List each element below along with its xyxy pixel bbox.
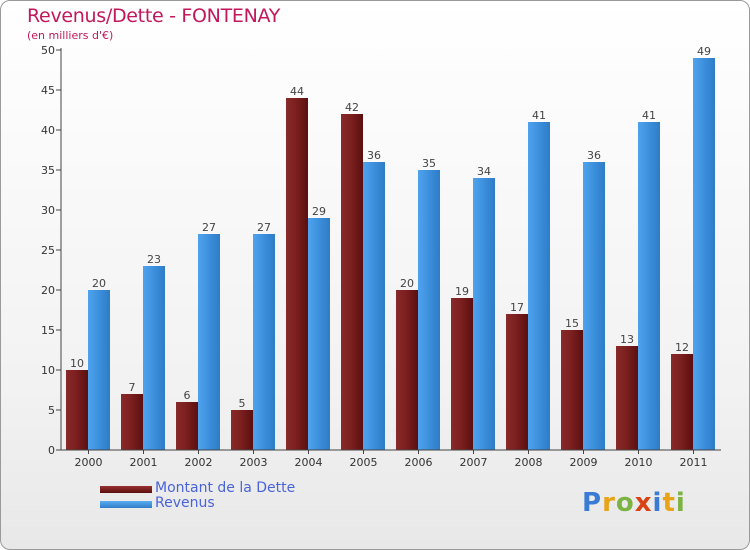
legend-swatch-dette [100,486,152,493]
y-tick-label-10: 10 [41,364,55,377]
bar-revenus-2011 [693,58,715,450]
bar-dette-2004 [286,98,308,450]
value-label-dette-2000: 10 [70,357,84,370]
y-tick-label-25: 25 [41,244,55,257]
bar-dette-2009 [561,330,583,450]
logo-letter: P [582,488,603,518]
bar-dette-2003 [231,410,253,450]
value-label-dette-2011: 12 [675,341,689,354]
legend-label-revenus: Revenus [155,495,215,511]
chart-subtitle: (en milliers d'€) [27,29,114,42]
bar-dette-2002 [176,402,198,450]
bar-revenus-2004 [308,218,330,450]
y-tick-label-45: 45 [41,84,55,97]
value-label-dette-2004: 44 [290,85,304,98]
value-label-revenus-2009: 36 [587,149,601,162]
bar-revenus-2002 [198,234,220,450]
chart-title: Revenus/Dette - FONTENAY [27,5,281,27]
value-label-revenus-2003: 27 [257,221,271,234]
value-label-revenus-2002: 27 [202,221,216,234]
bar-revenus-2000 [88,290,110,450]
legend-swatch-revenus [100,501,152,508]
value-label-dette-2001: 7 [129,381,136,394]
bar-revenus-2007 [473,178,495,450]
legend-label-dette: Montant de la Dette [155,480,296,496]
logo-letter: r [602,488,616,518]
value-label-dette-2008: 17 [510,301,524,314]
labels-group: 10 7 6 5 44 42 20 19 17 15 13 12 20 23 27 27 29 36 35 34 41 3… [41,44,711,469]
logo-letter: t [662,488,676,518]
bar-dette-2005 [341,114,363,450]
bar-dette-2006 [396,290,418,450]
bar-revenus-2001 [143,266,165,450]
y-tick-label-5: 5 [48,404,55,417]
y-tick-label-50: 50 [41,44,55,57]
bar-revenus-2008 [528,122,550,450]
value-label-revenus-2005: 36 [367,149,381,162]
value-label-revenus-2004: 29 [312,205,326,218]
value-label-revenus-2006: 35 [422,157,436,170]
bar-revenus-2005 [363,162,385,450]
value-label-dette-2003: 5 [239,397,246,410]
x-tick-label-2005: 2005 [350,456,378,469]
x-tick-label-2006: 2006 [405,456,433,469]
value-label-revenus-2008: 41 [532,109,546,122]
value-label-revenus-2000: 20 [92,277,106,290]
x-tick-label-2004: 2004 [295,456,323,469]
y-tick-label-20: 20 [41,284,55,297]
y-tick-label-40: 40 [41,124,55,137]
value-label-dette-2009: 15 [565,317,579,330]
bar-dette-2000 [66,370,88,450]
logo-letter: i [652,488,663,518]
logo-letter: i [675,488,686,518]
bar-revenus-2010 [638,122,660,450]
x-tick-label-2002: 2002 [185,456,213,469]
y-tick-label-0: 0 [48,444,55,457]
bar-dette-2008 [506,314,528,450]
value-label-revenus-2010: 41 [642,109,656,122]
x-tick-label-2001: 2001 [130,456,158,469]
value-label-revenus-2007: 34 [477,165,491,178]
bars-group [66,58,715,450]
bar-revenus-2009 [583,162,605,450]
value-label-revenus-2001: 23 [147,253,161,266]
value-label-dette-2007: 19 [455,285,469,298]
bar-dette-2007 [451,298,473,450]
x-tick-label-2010: 2010 [625,456,653,469]
bar-revenus-2003 [253,234,275,450]
x-tick-label-2003: 2003 [240,456,268,469]
value-label-dette-2005: 42 [345,101,359,114]
y-tick-label-35: 35 [41,164,55,177]
bar-dette-2001 [121,394,143,450]
x-tick-label-2011: 2011 [680,456,708,469]
x-tick-label-2008: 2008 [515,456,543,469]
bar-dette-2010 [616,346,638,450]
bar-revenus-2006 [418,170,440,450]
value-label-dette-2006: 20 [400,277,414,290]
y-tick-label-15: 15 [41,324,55,337]
proxiti-logo: Proxiti [582,488,686,518]
axes-group [56,48,721,454]
value-label-dette-2002: 6 [184,389,191,402]
bar-dette-2011 [671,354,693,450]
value-label-dette-2010: 13 [620,333,634,346]
logo-letter: o [615,488,635,518]
y-tick-label-30: 30 [41,204,55,217]
logo-letter: x [634,488,653,518]
value-label-revenus-2011: 49 [697,45,711,58]
x-tick-label-2007: 2007 [460,456,488,469]
x-tick-label-2000: 2000 [75,456,103,469]
x-tick-label-2009: 2009 [570,456,598,469]
